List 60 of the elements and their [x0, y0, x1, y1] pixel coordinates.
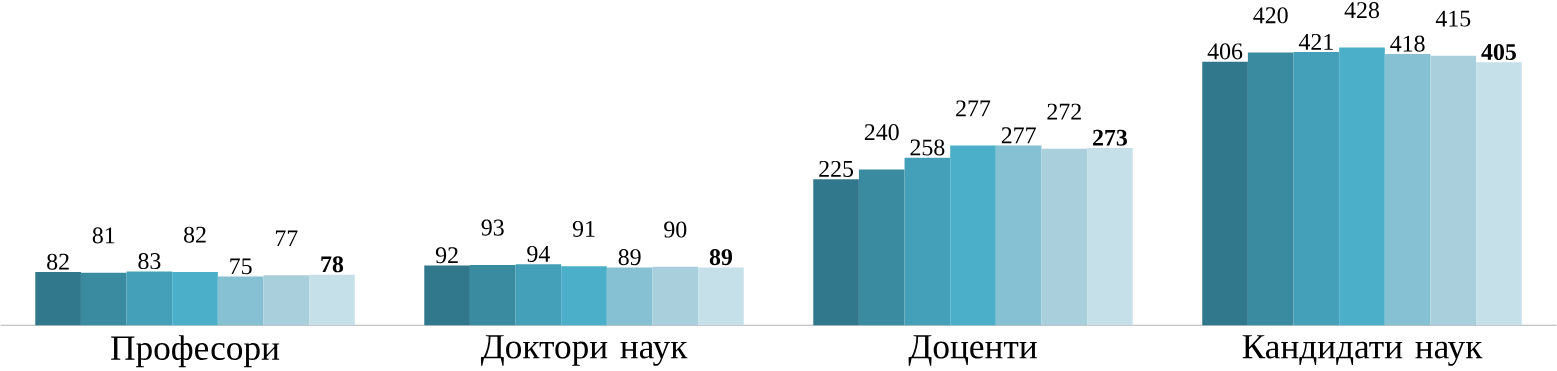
data-label: 82: [184, 226, 206, 243]
bar: [1087, 148, 1133, 326]
data-label: 90: [664, 221, 687, 238]
bar: [1339, 47, 1385, 326]
bar: [1293, 52, 1340, 326]
data-label: 78: [321, 256, 344, 273]
bar: [469, 265, 516, 326]
data-label: 225: [819, 161, 854, 178]
bar: [561, 266, 607, 326]
data-label: 94: [527, 246, 550, 263]
data-label: 92: [435, 247, 458, 264]
data-label: 89: [709, 249, 732, 266]
data-label: 82: [47, 253, 69, 270]
data-label: 277: [956, 100, 991, 117]
bar: [126, 271, 173, 326]
data-label: 93: [481, 219, 504, 236]
data-label: 75: [230, 258, 252, 275]
bar: [1430, 56, 1477, 326]
bar: [606, 267, 653, 326]
bar: [858, 169, 905, 326]
bar: [1247, 52, 1294, 326]
bar: [515, 264, 562, 326]
bar: [813, 179, 859, 326]
x-tick-label: Доктори наук: [480, 335, 688, 367]
bar: [172, 272, 218, 326]
x-tick-label: Професори: [111, 335, 280, 368]
data-label: 405: [1481, 44, 1516, 61]
data-label: 273: [1093, 129, 1127, 146]
bar: [1202, 61, 1248, 326]
data-label: 415: [1435, 10, 1471, 27]
data-label: 406: [1207, 43, 1243, 60]
bar: [698, 267, 744, 326]
data-label: 420: [1253, 7, 1288, 24]
data-label: 272: [1047, 103, 1081, 120]
data-label: 83: [138, 253, 161, 270]
bar: [1041, 148, 1088, 326]
bar: [904, 157, 951, 326]
data-label: 428: [1344, 2, 1379, 19]
bar: [80, 272, 127, 326]
data-label: 240: [864, 124, 899, 141]
data-label: 91: [572, 221, 595, 238]
bar: [995, 145, 1042, 326]
data-label: 89: [618, 249, 641, 266]
data-label: 277: [1001, 127, 1036, 144]
bar: [950, 145, 996, 326]
bar: [1476, 62, 1522, 326]
x-tick-label: Доценти: [908, 335, 1037, 366]
bar: [217, 276, 264, 326]
bar: [263, 275, 310, 326]
bar: [35, 272, 81, 326]
data-label: 258: [910, 139, 945, 156]
bar: [424, 265, 470, 326]
data-label: 81: [92, 227, 115, 244]
bar: [652, 267, 699, 326]
data-label: 421: [1298, 34, 1333, 50]
x-tick-label: Кандидати наук: [1242, 335, 1483, 367]
bar: [309, 274, 355, 326]
bar: [1384, 54, 1431, 326]
data-label: 77: [275, 230, 298, 247]
data-label: 418: [1390, 35, 1425, 52]
